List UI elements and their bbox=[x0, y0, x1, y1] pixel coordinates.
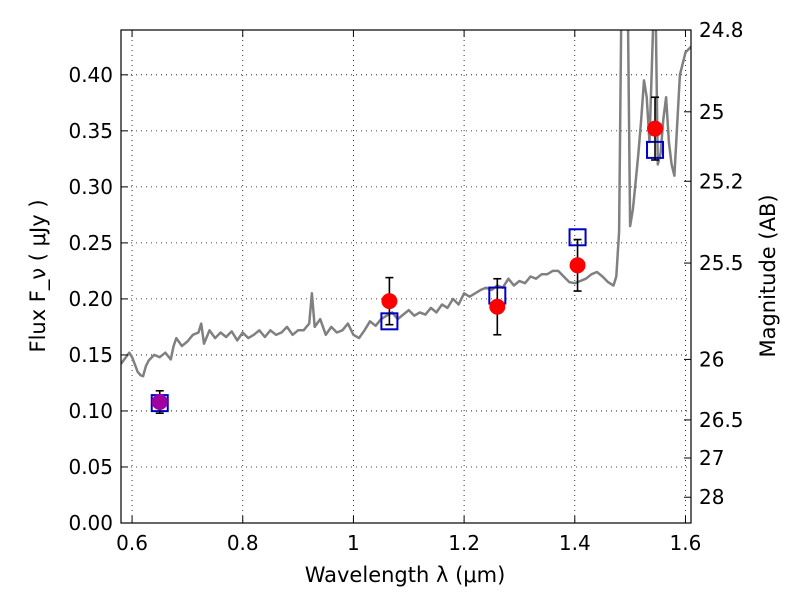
points-layer bbox=[150, 96, 665, 414]
y-tick-label: 0.40 bbox=[68, 63, 113, 87]
svg-text:Wavelength λ (μm): Wavelength λ (μm) bbox=[305, 563, 506, 587]
spectrum-layer bbox=[121, 30, 691, 378]
x-tick-label: 1.2 bbox=[448, 531, 480, 555]
right-tick-label: 24.8 bbox=[699, 18, 744, 42]
svg-text:Flux F_ν ( μJy ): Flux F_ν ( μJy ) bbox=[26, 199, 51, 352]
spectrum-line bbox=[121, 30, 691, 378]
observed-point bbox=[569, 257, 586, 274]
right-tick-label: 26 bbox=[699, 347, 724, 371]
x-tick-label: 0.6 bbox=[116, 531, 148, 555]
y-tick-label: 0.05 bbox=[68, 455, 113, 479]
tick-labels: 0.6 0.8 1 1.2 1.4 1.6 0.00 0.05 0.10 0.15 0.20 0.25… bbox=[68, 18, 743, 555]
ticks bbox=[121, 29, 691, 524]
x-tick-label: 1.6 bbox=[670, 531, 702, 555]
right-tick-label: 25.5 bbox=[699, 251, 744, 275]
purple-point bbox=[151, 393, 168, 410]
right-tick-label: 25.2 bbox=[699, 169, 744, 193]
svg-text:Magnitude (AB): Magnitude (AB) bbox=[756, 194, 780, 357]
grid bbox=[121, 30, 691, 524]
right-tick-label: 27 bbox=[699, 446, 724, 470]
x-tick-label: 1 bbox=[347, 531, 360, 555]
x-tick-label: 0.8 bbox=[227, 531, 259, 555]
observed-point bbox=[647, 120, 664, 137]
observed-point bbox=[381, 293, 398, 310]
y-tick-label: 0.00 bbox=[68, 511, 113, 535]
y-axis-label-text: Flux F_ν ( μJy ) bbox=[26, 199, 51, 352]
x-tick-label: 1.4 bbox=[559, 531, 591, 555]
y-axis-label: Flux F_ν ( μJy ) bbox=[26, 199, 51, 352]
y-tick-label: 0.10 bbox=[68, 399, 113, 423]
observed-point bbox=[489, 298, 506, 315]
right-tick-label: 26.5 bbox=[699, 408, 744, 432]
y-tick-label: 0.30 bbox=[68, 175, 113, 199]
plot-frame bbox=[120, 29, 692, 524]
right-tick-label: 28 bbox=[699, 485, 724, 509]
x-axis-label: Wavelength λ (μm) bbox=[305, 563, 506, 587]
x-axis-label-text: Wavelength λ (μm) bbox=[305, 563, 506, 587]
y-tick-label: 0.15 bbox=[68, 343, 113, 367]
y-tick-label: 0.25 bbox=[68, 231, 113, 255]
y-tick-label: 0.20 bbox=[68, 287, 113, 311]
right-tick-label: 25 bbox=[699, 100, 724, 124]
y-tick-label: 0.35 bbox=[68, 119, 113, 143]
y-axis-right-label: Magnitude (AB) bbox=[756, 194, 780, 357]
y-axis-right-label-text: Magnitude (AB) bbox=[756, 194, 780, 357]
